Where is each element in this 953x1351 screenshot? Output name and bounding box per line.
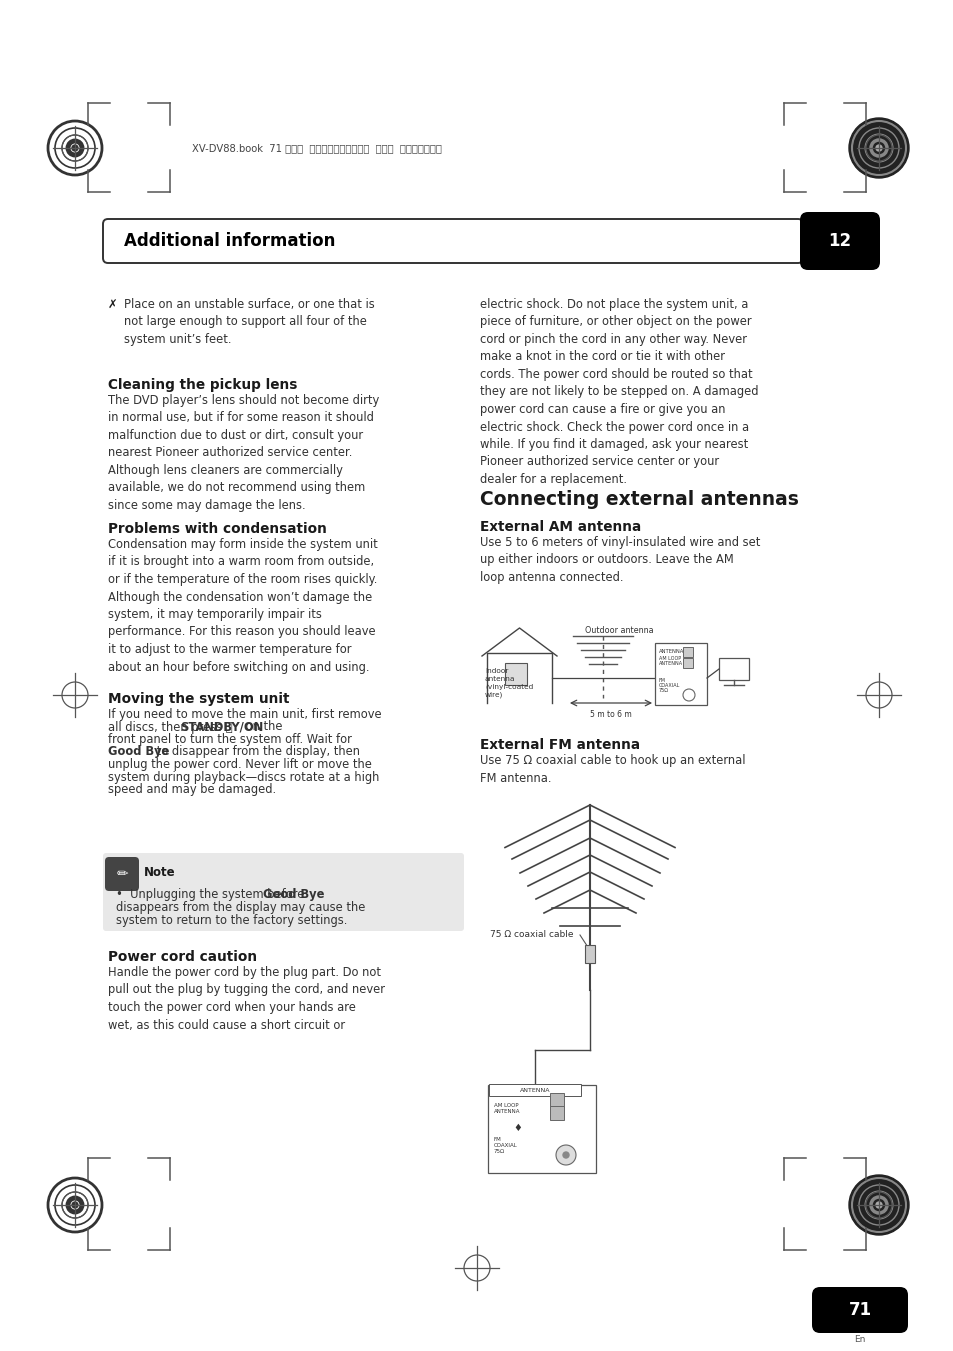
FancyBboxPatch shape — [489, 1084, 580, 1096]
Circle shape — [562, 1152, 568, 1158]
FancyBboxPatch shape — [800, 212, 879, 270]
Text: Outdoor antenna: Outdoor antenna — [584, 626, 653, 635]
Circle shape — [45, 118, 105, 178]
Text: STANDBY/ON: STANDBY/ON — [180, 720, 263, 734]
Text: ✗: ✗ — [108, 299, 117, 311]
Text: to disappear from the display, then: to disappear from the display, then — [152, 746, 359, 758]
Text: Indoor: Indoor — [484, 667, 508, 674]
Text: Good Bye: Good Bye — [263, 888, 324, 901]
Text: Handle the power cord by the plug part. Do not
pull out the plug by tugging the : Handle the power cord by the plug part. … — [108, 966, 385, 1032]
Text: 12: 12 — [827, 232, 851, 250]
Text: Use 5 to 6 meters of vinyl-insulated wire and set
up either indoors or outdoors.: Use 5 to 6 meters of vinyl-insulated wir… — [479, 536, 760, 584]
Text: If you need to move the main unit, first remove: If you need to move the main unit, first… — [108, 708, 381, 721]
Text: External FM antenna: External FM antenna — [479, 738, 639, 753]
Text: front panel to turn the system off. Wait for: front panel to turn the system off. Wait… — [108, 734, 352, 746]
Circle shape — [71, 145, 78, 151]
Text: Problems with condensation: Problems with condensation — [108, 521, 327, 536]
Text: disappears from the display may cause the: disappears from the display may cause th… — [116, 901, 365, 915]
Bar — [550, 1106, 563, 1120]
Circle shape — [848, 1175, 908, 1235]
Text: COAXIAL: COAXIAL — [659, 684, 679, 688]
Text: ANTENNA: ANTENNA — [494, 1109, 520, 1115]
Circle shape — [848, 118, 908, 178]
Text: unplug the power cord. Never lift or move the: unplug the power cord. Never lift or mov… — [108, 758, 372, 771]
Bar — [488, 1085, 596, 1173]
Text: electric shock. Do not place the system unit, a
piece of furniture, or other obj: electric shock. Do not place the system … — [479, 299, 758, 486]
Text: 71: 71 — [847, 1301, 871, 1319]
Text: Cleaning the pickup lens: Cleaning the pickup lens — [108, 378, 297, 392]
Text: ♦: ♦ — [513, 1123, 522, 1133]
Text: on the: on the — [242, 720, 282, 734]
Text: Place on an unstable surface, or one that is
not large enough to support all fou: Place on an unstable surface, or one tha… — [124, 299, 375, 346]
Text: ANTENNA: ANTENNA — [519, 1088, 550, 1093]
Text: Moving the system unit: Moving the system unit — [108, 692, 289, 707]
Text: 75Ω: 75Ω — [494, 1148, 504, 1154]
FancyBboxPatch shape — [103, 219, 802, 263]
Text: COAXIAL: COAXIAL — [494, 1143, 517, 1148]
Circle shape — [875, 1202, 882, 1208]
Bar — [719, 658, 748, 680]
Text: Connecting external antennas: Connecting external antennas — [479, 490, 798, 509]
Text: antenna: antenna — [484, 676, 515, 682]
Text: wire): wire) — [484, 692, 503, 698]
Text: speed and may be damaged.: speed and may be damaged. — [108, 784, 275, 796]
Text: Note: Note — [144, 866, 175, 880]
Text: Power cord caution: Power cord caution — [108, 950, 257, 965]
Circle shape — [875, 145, 882, 151]
Text: •  Unplugging the system before: • Unplugging the system before — [116, 888, 308, 901]
Circle shape — [556, 1146, 576, 1165]
Text: Condensation may form inside the system unit
if it is brought into a warm room f: Condensation may form inside the system … — [108, 538, 377, 674]
Bar — [504, 663, 526, 685]
Text: Use 75 Ω coaxial cable to hook up an external
FM antenna.: Use 75 Ω coaxial cable to hook up an ext… — [479, 754, 744, 785]
Text: ANTENNA: ANTENNA — [659, 648, 683, 654]
Bar — [584, 944, 595, 963]
Text: 75 Ω coaxial cable: 75 Ω coaxial cable — [490, 929, 573, 939]
Text: ANTENNA: ANTENNA — [659, 661, 682, 666]
Text: The DVD player’s lens should not become dirty
in normal use, but if for some rea: The DVD player’s lens should not become … — [108, 394, 379, 512]
Text: Additional information: Additional information — [124, 232, 335, 250]
Text: Good Bye: Good Bye — [108, 746, 170, 758]
Text: External AM antenna: External AM antenna — [479, 520, 640, 534]
Text: FM: FM — [659, 678, 665, 684]
Circle shape — [71, 1202, 78, 1208]
Bar — [682, 647, 692, 657]
Text: all discs, then press ⏻: all discs, then press ⏻ — [108, 720, 236, 734]
Bar — [655, 643, 706, 705]
Text: 75Ω: 75Ω — [659, 688, 668, 693]
Text: FM: FM — [494, 1138, 501, 1142]
Text: system during playback—discs rotate at a high: system during playback—discs rotate at a… — [108, 770, 379, 784]
Text: XV-DV88.book  71 ページ  ２００６年１１月９日  木曜日  午後２時２８分: XV-DV88.book 71 ページ ２００６年１１月９日 木曜日 午後２時２… — [192, 143, 441, 153]
FancyBboxPatch shape — [103, 852, 463, 931]
Text: En: En — [854, 1335, 864, 1344]
Bar — [682, 658, 692, 667]
Text: ✏: ✏ — [116, 867, 128, 881]
Text: (vinyl-coated: (vinyl-coated — [484, 684, 533, 690]
Bar — [550, 1093, 563, 1106]
Text: AM LOOP: AM LOOP — [659, 657, 680, 661]
Text: system to return to the factory settings.: system to return to the factory settings… — [116, 915, 347, 927]
Text: 5 m to 6 m: 5 m to 6 m — [590, 711, 631, 719]
Circle shape — [45, 1175, 105, 1235]
FancyBboxPatch shape — [105, 857, 139, 892]
Text: AM LOOP: AM LOOP — [494, 1102, 518, 1108]
FancyBboxPatch shape — [811, 1288, 907, 1333]
